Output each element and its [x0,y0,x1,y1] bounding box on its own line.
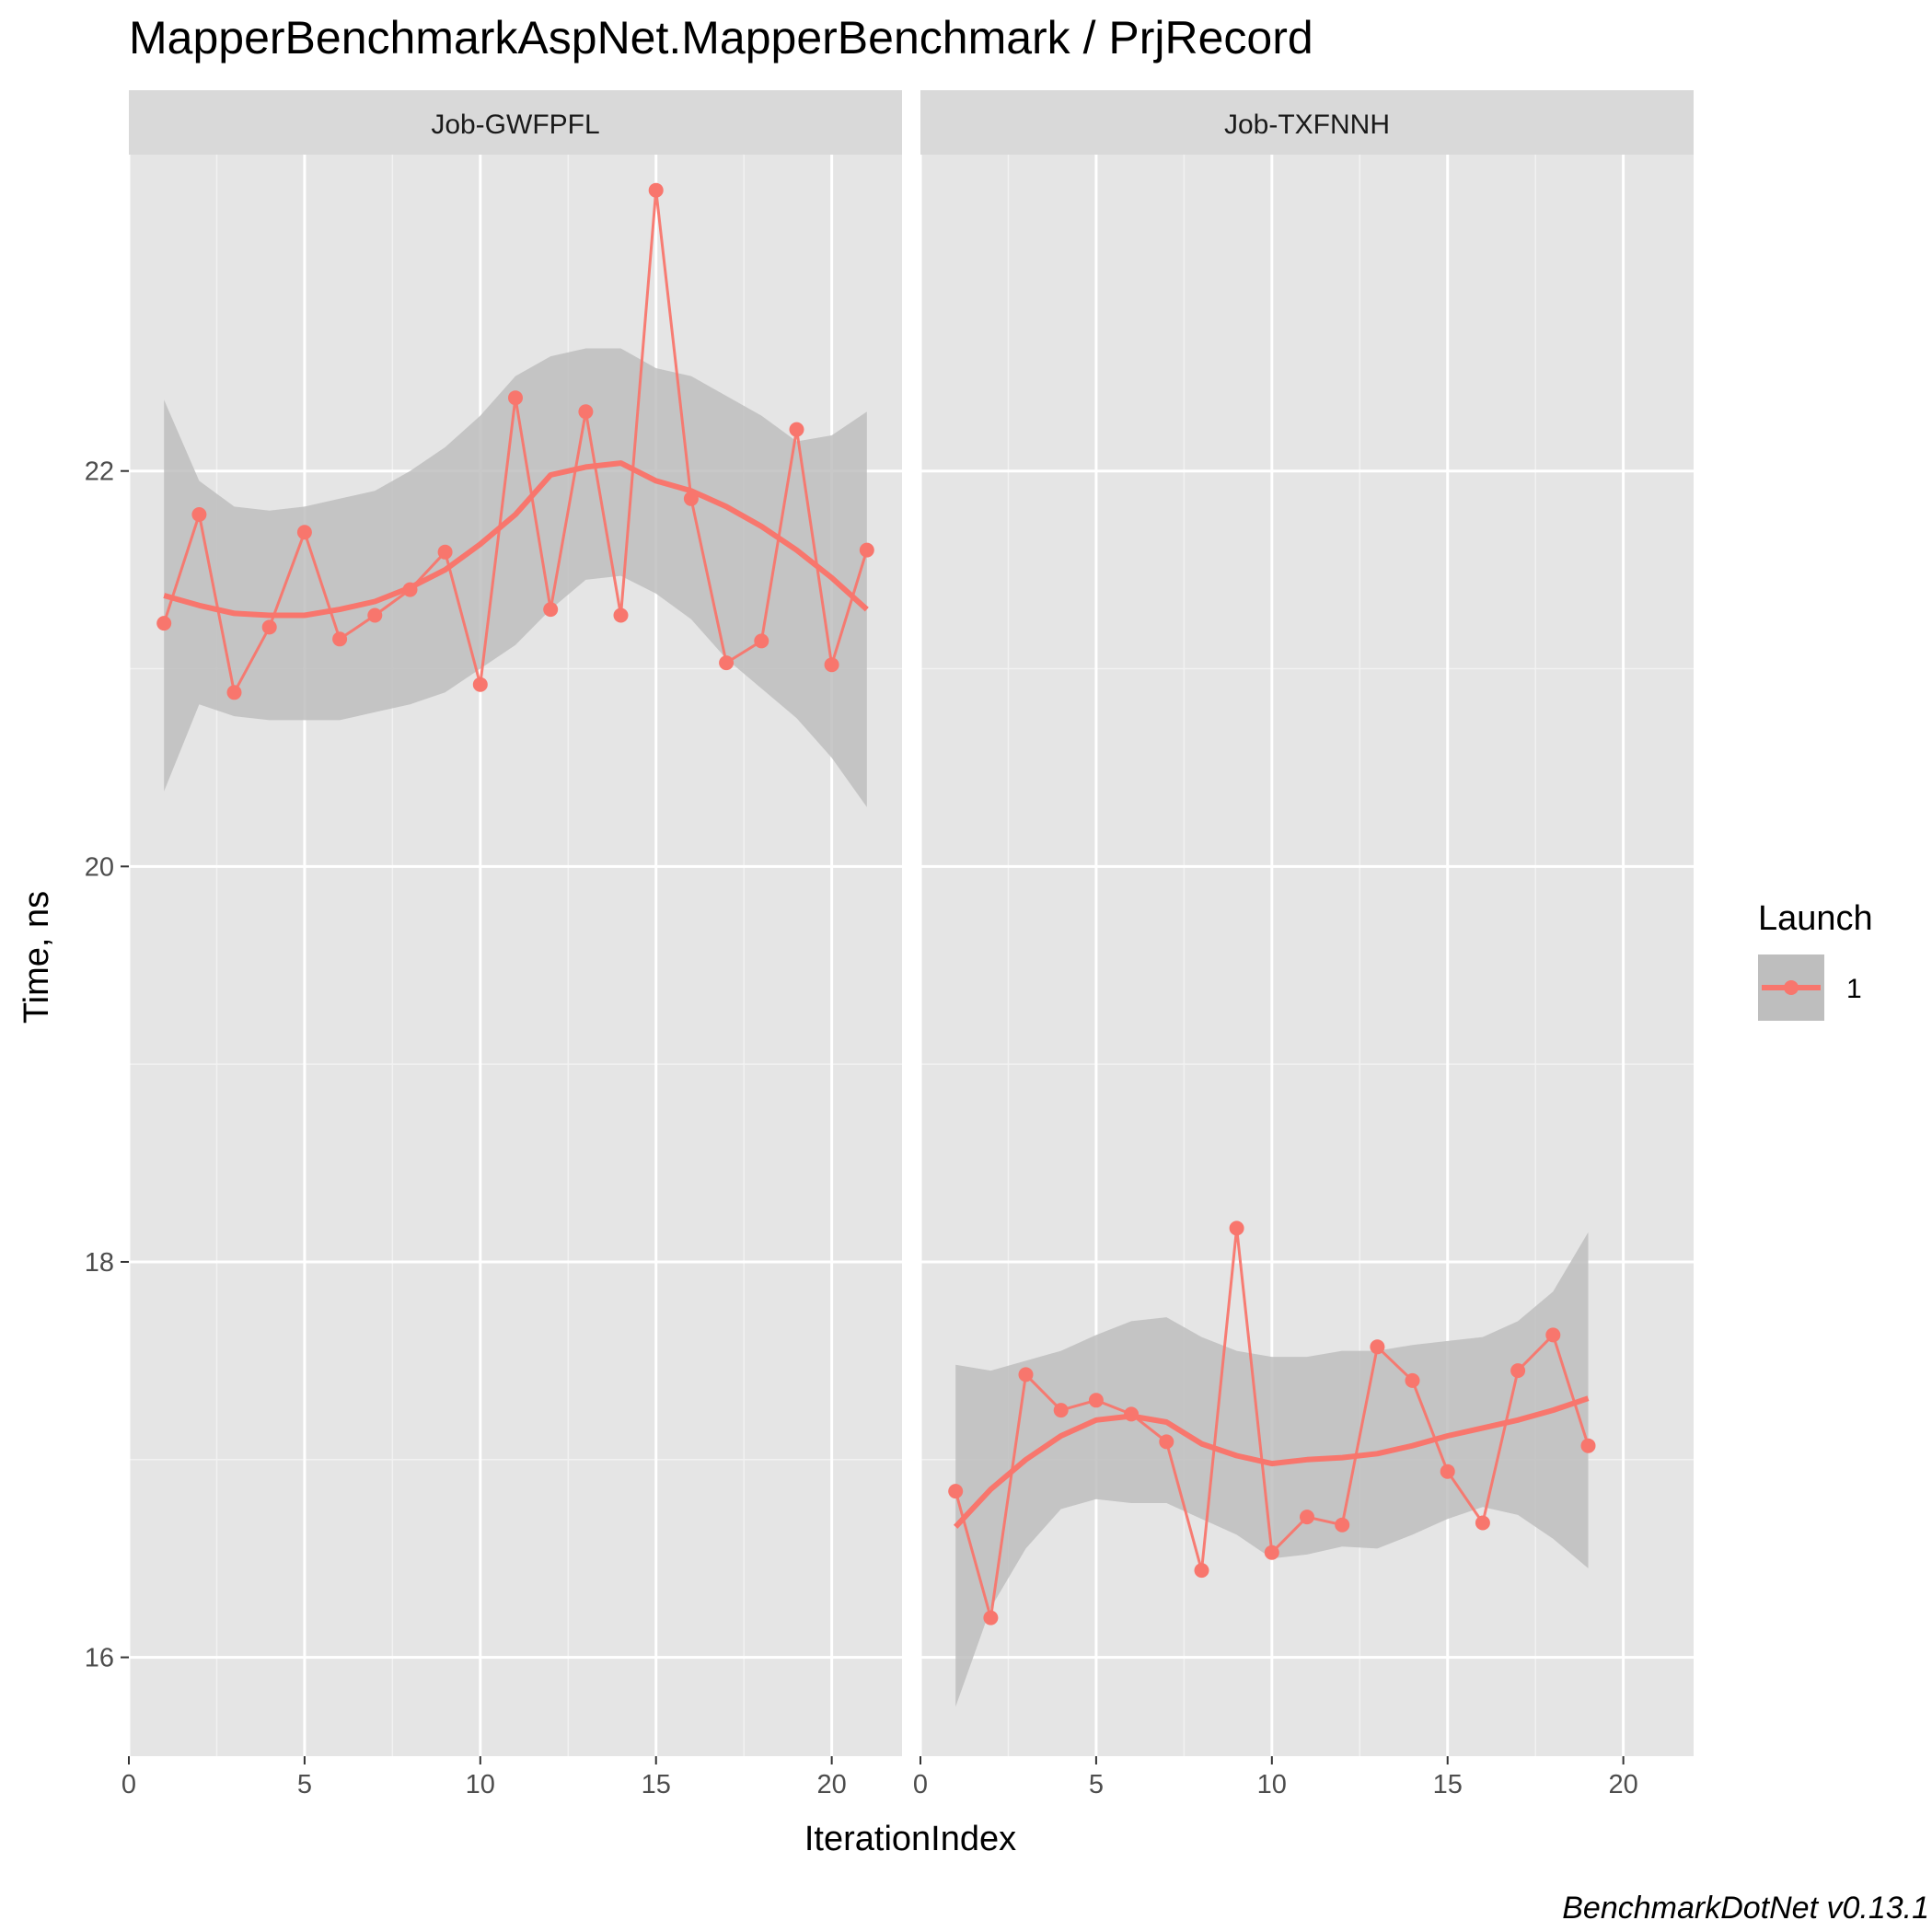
data-point [1405,1372,1420,1388]
facet-strip [920,90,1694,155]
data-point [1229,1221,1244,1236]
facet-panel-1: Job-GWFPFL 0 5 10 15 20 16 18 20 22 [85,90,902,1799]
y-axis-title: Time, ns [17,891,56,1024]
data-point [824,657,839,673]
data-point [1510,1363,1526,1379]
data-point [437,544,453,560]
data-point [789,422,804,437]
data-point [683,491,699,506]
data-point [226,685,242,700]
data-point [1159,1434,1174,1450]
y-tick-label: 20 [85,852,114,882]
x-axis-title: IterationIndex [804,1820,1016,1858]
x-tick-label: 0 [121,1770,136,1799]
x-tick-label: 15 [642,1770,671,1799]
data-point [296,525,312,540]
legend-label: 1 [1846,974,1862,1004]
data-point [578,404,594,420]
data-point [191,507,207,522]
x-tick-label: 0 [913,1770,928,1799]
data-point [859,542,874,558]
data-point [1475,1515,1490,1531]
data-point [367,607,383,623]
x-tick-label: 15 [1433,1770,1463,1799]
data-point [983,1610,999,1625]
data-point [1088,1393,1104,1408]
chart-title: MapperBenchmarkAspNet.MapperBenchmark / … [129,12,1313,64]
legend-title: Launch [1758,899,1873,938]
facet-panel-2: Job-TXFNNH 0 5 10 15 20 [913,90,1694,1799]
x-tick-label: 20 [1609,1770,1638,1799]
confidence-band [164,348,867,807]
data-point [1440,1463,1455,1479]
data-point [472,677,488,692]
data-point [1300,1510,1314,1525]
data-point [1018,1367,1034,1382]
data-point [1053,1403,1069,1418]
caption: BenchmarkDotNet v0.13.1 [1562,1891,1929,1926]
x-tick-label: 10 [466,1770,495,1799]
data-point [648,182,664,198]
data-point [332,631,348,647]
legend: Launch 1 [1758,899,1873,1021]
y-tick-label: 18 [85,1248,114,1278]
x-tick-label: 5 [1089,1770,1104,1799]
y-tick-label: 16 [85,1644,114,1673]
data-point [1545,1327,1561,1343]
x-tick-label: 5 [297,1770,312,1799]
y-tick-label: 22 [85,457,114,487]
panels-layer: Job-GWFPFL 0 5 10 15 20 16 18 20 22 Job-TXFNNH 0 5 10… [85,90,1694,1799]
data-point [719,655,735,671]
data-point [402,582,418,597]
data-point [948,1484,964,1499]
smooth-line [163,460,869,619]
facet-strip [129,90,902,155]
x-tick-label: 10 [1257,1770,1287,1799]
data-point [754,633,769,649]
data-point [1264,1544,1279,1560]
data-point [613,607,629,623]
data-point [261,619,277,635]
data-point [156,616,172,631]
data-point [1580,1438,1596,1453]
data-point [1335,1517,1350,1533]
data-point [1194,1563,1209,1579]
smooth-line [954,1395,1590,1529]
data-point [508,390,523,406]
facet-strip-label: Job-TXFNNH [1224,110,1390,140]
data-point [1124,1406,1140,1422]
data-point [543,602,559,618]
legend-key-point [1784,980,1799,995]
x-tick-label: 20 [817,1770,847,1799]
confidence-band [955,1232,1589,1707]
data-point [1370,1339,1385,1355]
facet-strip-label: Job-GWFPFL [431,110,599,140]
